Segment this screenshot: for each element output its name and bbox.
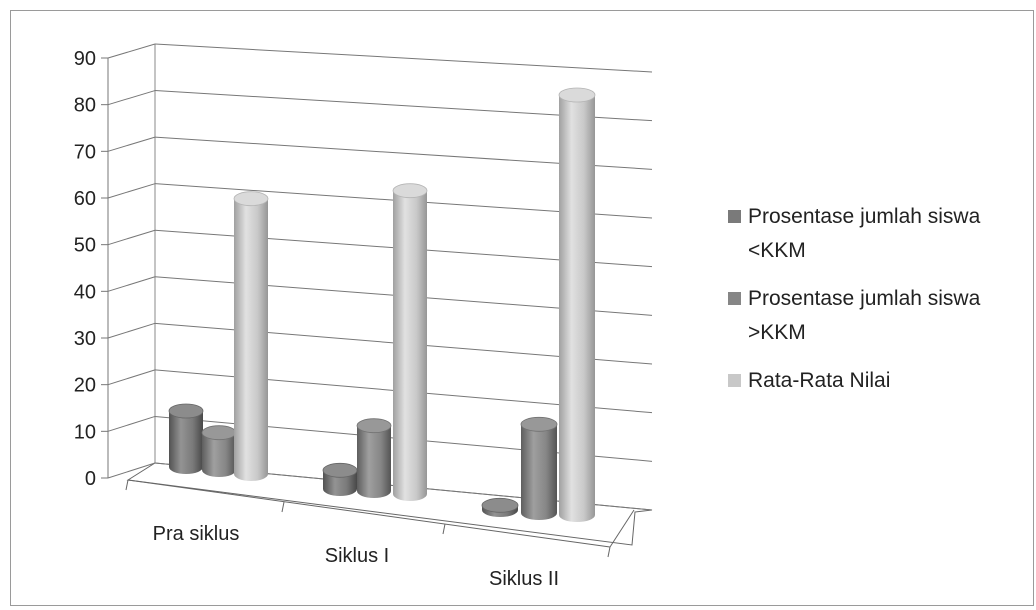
y-tick-label: 20: [74, 375, 96, 397]
bar-body: [521, 424, 557, 520]
bar-top: [356, 418, 392, 434]
gridline-side: [107, 322, 156, 339]
legend-item-series-1: Prosentase jumlah siswa <KKM: [726, 200, 1031, 268]
legend-label-series-1: Prosentase jumlah siswa <KKM: [748, 205, 981, 262]
gridline-side: [107, 462, 156, 479]
bar-body: [234, 198, 268, 481]
y-tick-label: 10: [74, 421, 96, 443]
legend-label-series-3: Rata-Rata Nilai: [748, 369, 891, 392]
bar-top: [481, 497, 519, 513]
x-tick-label: Siklus I: [325, 545, 389, 567]
bar-body: [559, 95, 595, 522]
gridline-side: [107, 229, 156, 246]
bar: [233, 191, 269, 481]
bar: [392, 183, 428, 501]
gridline-side: [107, 369, 156, 386]
gridline: [154, 43, 653, 73]
gridline-side: [107, 183, 156, 199]
bar-body: [169, 411, 203, 474]
bar-top: [322, 462, 358, 478]
bar-top: [392, 183, 428, 199]
legend-swatch-series-1: [728, 210, 741, 223]
gridline-side: [107, 415, 156, 432]
x-tick-mark: [125, 479, 129, 491]
x-tick-mark: [607, 546, 611, 558]
gridline-side: [107, 90, 156, 106]
legend-item-series-2: Prosentase jumlah siswa >KKM: [726, 282, 1031, 350]
bar-top: [558, 87, 596, 103]
y-tick-label: 50: [74, 235, 96, 257]
x-axis-tick-labels: Pra siklus Siklus I Siklus II: [125, 479, 611, 590]
bar: [481, 497, 519, 517]
y-tick-label: 70: [74, 141, 96, 163]
y-tick-label: 30: [74, 328, 96, 350]
bar-body: [357, 425, 391, 498]
bar-body: [393, 190, 427, 501]
x-tick-label: Pra siklus: [153, 523, 240, 545]
x-axis-line: [127, 479, 611, 548]
legend-label-series-2: Prosentase jumlah siswa >KKM: [748, 287, 981, 344]
bar: [520, 416, 558, 520]
y-tick-label: 0: [85, 468, 96, 490]
legend-swatch-series-2: [728, 292, 741, 305]
bar-top: [233, 191, 269, 207]
bar-top: [520, 416, 558, 432]
bar: [558, 87, 596, 522]
bars: [168, 87, 596, 522]
x-tick-mark: [442, 523, 446, 535]
floor-right-edge: [609, 509, 635, 548]
gridline-side: [107, 136, 156, 152]
gridline-side: [107, 43, 156, 59]
x-tick-mark: [281, 501, 285, 513]
legend-item-series-3: Rata-Rata Nilai: [726, 364, 1031, 398]
legend-swatch-series-3: [728, 374, 741, 387]
y-tick-label: 40: [74, 281, 96, 303]
bar: [322, 462, 358, 496]
bar: [356, 418, 392, 498]
gridline-side: [107, 276, 156, 292]
y-axis-tick-labels: 0 10 20 30 40 50 60 70 80 90: [74, 48, 108, 490]
legend: Prosentase jumlah siswa <KKM Prosentase …: [726, 200, 1031, 412]
y-tick-label: 60: [74, 188, 96, 210]
x-tick-label: Siklus II: [489, 568, 559, 590]
bar-top: [201, 425, 237, 441]
y-tick-label: 80: [74, 95, 96, 117]
bar-top: [168, 403, 204, 419]
floor-outline: [126, 462, 653, 546]
bar: [201, 425, 237, 477]
bar-body: [202, 432, 236, 477]
y-tick-label: 90: [74, 48, 96, 70]
bar: [168, 403, 204, 474]
